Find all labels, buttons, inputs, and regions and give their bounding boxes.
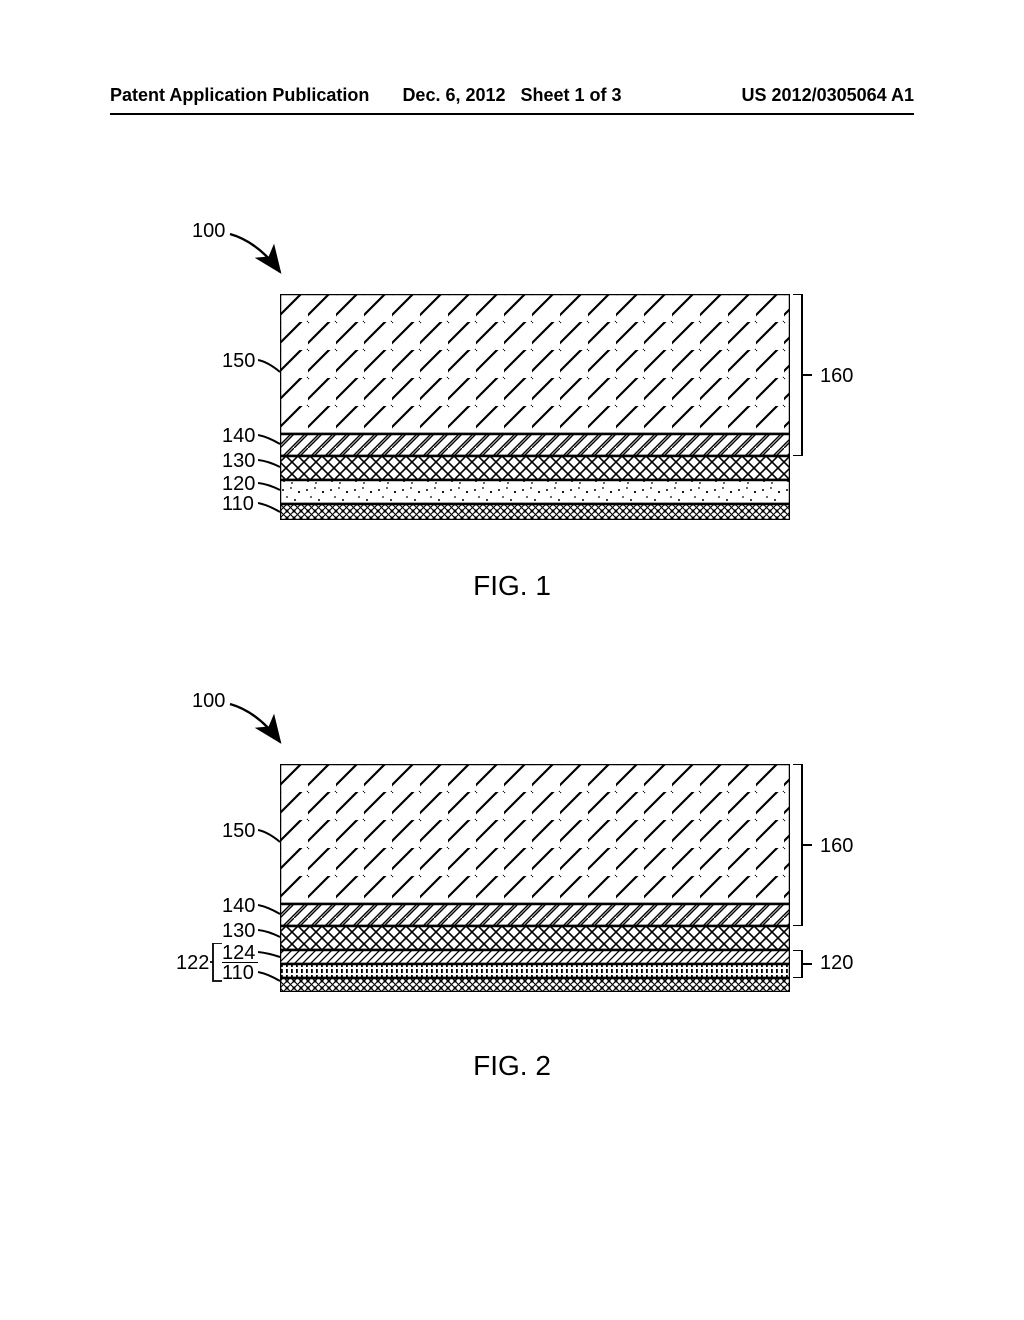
fig1-bracket-160: [790, 294, 820, 456]
fig1-layers: [280, 294, 790, 520]
fig2-bracket-160: [790, 764, 820, 926]
fig1-lead-150: [258, 358, 282, 376]
header-right: US 2012/0305064 A1: [742, 85, 914, 106]
fig1-layer-140: [280, 434, 790, 456]
fig2-ref-100: 100: [192, 690, 225, 713]
fig2-label-120: 120: [820, 952, 853, 975]
header-rule: [110, 113, 914, 115]
fig2-layer-122: [280, 964, 790, 978]
header-date: Dec. 6, 2012: [402, 85, 505, 105]
fig2-label-130: 130: [222, 920, 255, 943]
fig1-caption: FIG. 1: [473, 570, 551, 602]
fig2-layer-124: [280, 950, 790, 964]
fig2-lead-124: [258, 950, 282, 960]
fig1-lead-140: [258, 433, 282, 447]
fig2-lead-150: [258, 828, 282, 846]
fig1-ref-100: 100: [192, 220, 225, 243]
fig1-label-150: 150: [222, 350, 255, 373]
fig1-layer-150: [280, 294, 790, 434]
fig1-layer-110: [280, 504, 790, 520]
fig1-label-130: 130: [222, 450, 255, 473]
header-left: Patent Application Publication: [110, 85, 369, 106]
fig1-lead-120: [258, 481, 282, 493]
fig1-label-140: 140: [222, 425, 255, 448]
fig2-label-122: 122: [176, 952, 209, 975]
fig1-lead-110: [258, 501, 282, 515]
fig2-ref-arrow: [228, 694, 298, 756]
fig1-lead-130: [258, 458, 282, 470]
fig2-caption: FIG. 2: [473, 1050, 551, 1082]
fig2-layer-130: [280, 926, 790, 950]
fig2-label-160: 160: [820, 835, 853, 858]
fig2-layers: [280, 764, 790, 992]
fig1-layer-130: [280, 456, 790, 480]
fig2-label-140: 140: [222, 895, 255, 918]
fig2-bracket-120: [790, 950, 820, 978]
fig2-layer-150: [280, 764, 790, 904]
fig1-label-110: 110: [222, 493, 254, 516]
fig2-lead-140: [258, 903, 282, 917]
fig1-layer-120: [280, 480, 790, 504]
page-header: Patent Application Publication Dec. 6, 2…: [110, 85, 914, 106]
fig2-label-150: 150: [222, 820, 255, 843]
header-sheet: Sheet 1 of 3: [521, 85, 622, 105]
fig2-label-110: 110: [222, 962, 254, 985]
fig1-ref-arrow: [228, 224, 298, 286]
fig2-lead-130: [258, 928, 282, 940]
header-mid: Dec. 6, 2012 Sheet 1 of 3: [402, 85, 621, 106]
fig2-lead-110: [258, 970, 282, 984]
fig2-layer-140: [280, 904, 790, 926]
fig2-divider-124-110: [222, 962, 258, 963]
fig1-label-160: 160: [820, 365, 853, 388]
fig2-layer-110: [280, 978, 790, 992]
